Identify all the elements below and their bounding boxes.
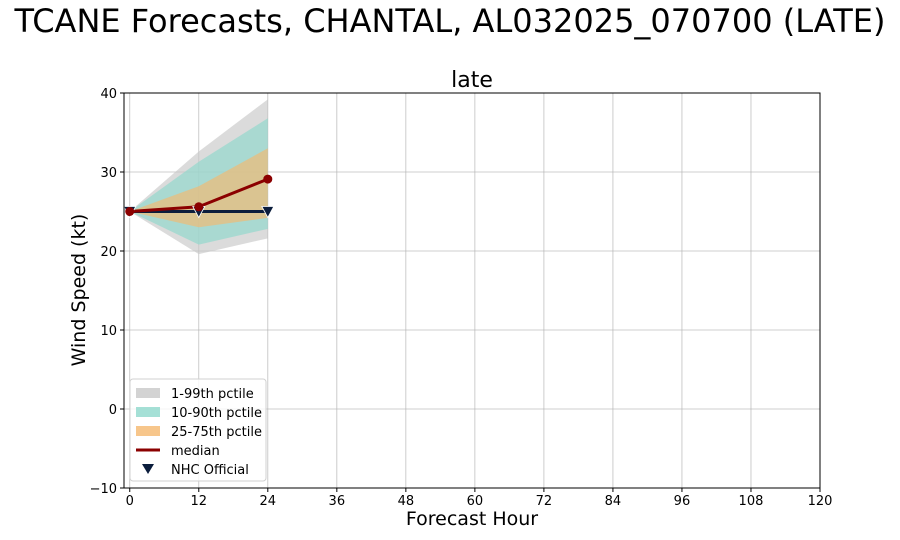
legend-swatch-1-99	[136, 388, 160, 398]
x-tick-label: 12	[191, 494, 208, 509]
median-point	[263, 174, 273, 184]
y-tick-label: 30	[100, 166, 117, 181]
legend-swatch-nhc-official	[142, 464, 154, 474]
x-tick-label: 96	[674, 494, 691, 509]
percentile-bands	[129, 99, 268, 255]
legend-label-1-99: 1-99th pctile	[171, 387, 254, 402]
x-tick-label: 108	[739, 494, 764, 509]
x-tick-label: 60	[467, 494, 484, 509]
axes-title: late	[451, 68, 493, 93]
legend-label-median: median	[171, 444, 220, 459]
legend-swatch-10-90	[136, 407, 160, 417]
x-axis-label: Forecast Hour	[406, 508, 538, 530]
plot-frame	[123, 92, 821, 489]
band-25-75th	[129, 148, 268, 228]
x-tick-label: 36	[329, 494, 346, 509]
x-tick-label: 72	[536, 494, 553, 509]
x-tick-label: 84	[605, 494, 622, 509]
x-axis-ticks: 0 12 24 36 48 60 72 84 96 108 120	[126, 488, 833, 509]
legend-label-10-90: 10-90th pctile	[171, 406, 262, 421]
y-tick-label: 0	[109, 403, 117, 418]
median-point	[194, 202, 204, 212]
figure-title: TCANE Forecasts, CHANTAL, AL032025_07070…	[14, 2, 886, 40]
x-tick-label: 48	[398, 494, 415, 509]
data-markers	[123, 174, 275, 219]
y-tick-label: 10	[100, 324, 117, 339]
y-tick-label: 40	[100, 87, 117, 102]
legend-label-25-75: 25-75th pctile	[171, 425, 262, 440]
legend-label-nhc-official: NHC Official	[171, 463, 249, 478]
x-tick-label: 0	[126, 494, 134, 509]
nhc-official-point	[261, 206, 275, 219]
y-axis-label: Wind Speed (kt)	[68, 214, 90, 367]
x-tick-label: 24	[260, 494, 277, 509]
legend-swatch-25-75	[136, 426, 160, 436]
legend: 1-99th pctile 10-90th pctile 25-75th pct…	[129, 378, 267, 482]
y-tick-label: 20	[100, 245, 117, 260]
y-axis-ticks: −10 0 10 20 30 40	[90, 87, 124, 497]
median-point	[125, 207, 135, 216]
legend-box	[129, 378, 267, 482]
x-tick-label: 120	[808, 494, 833, 509]
y-tick-label: −10	[90, 482, 117, 497]
